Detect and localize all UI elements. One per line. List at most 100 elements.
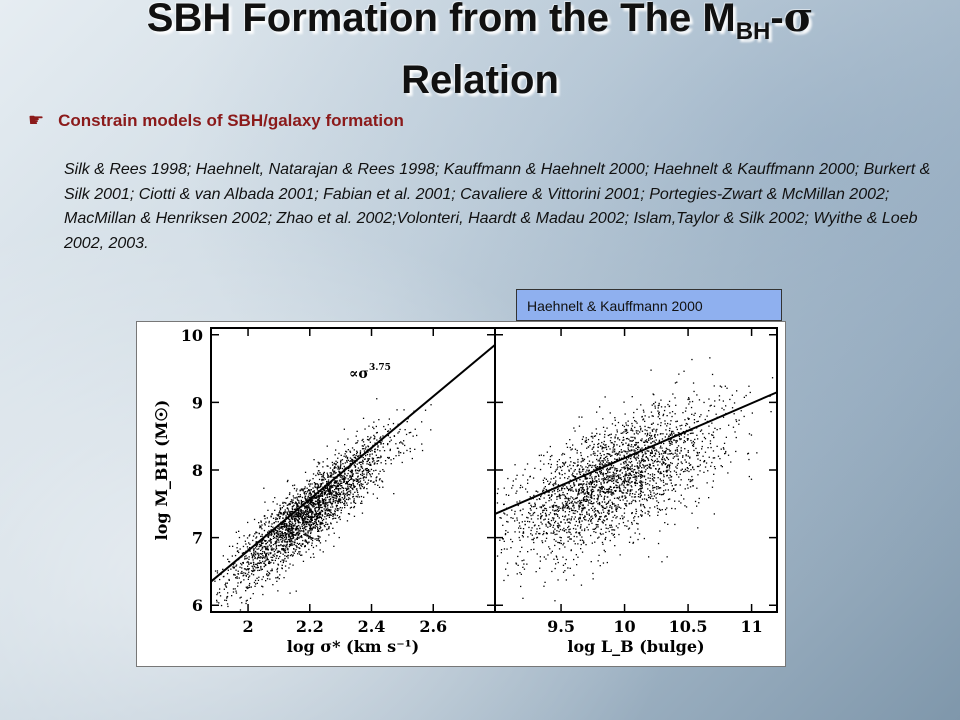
data-point (305, 505, 307, 507)
data-point (629, 536, 632, 538)
data-point (359, 468, 361, 471)
data-point (316, 495, 318, 497)
data-point (616, 431, 618, 433)
data-point (375, 432, 378, 434)
data-point (616, 458, 618, 460)
data-point (722, 447, 725, 449)
data-point (543, 504, 546, 506)
data-point (578, 508, 580, 510)
data-point (307, 513, 310, 515)
data-point (596, 524, 598, 526)
data-point (273, 537, 276, 539)
data-point (266, 574, 268, 576)
data-point (271, 513, 273, 516)
data-point (299, 494, 301, 496)
data-point (660, 424, 662, 427)
data-point (235, 590, 237, 592)
data-point (577, 494, 579, 496)
data-point (327, 493, 329, 495)
data-point (350, 492, 352, 494)
data-point (276, 569, 278, 571)
data-point (595, 485, 597, 487)
data-point (623, 468, 626, 470)
data-point (278, 513, 280, 515)
data-point (366, 469, 369, 472)
data-point (327, 513, 330, 515)
data-point (273, 533, 276, 536)
data-point (549, 481, 552, 483)
data-point (389, 428, 391, 430)
data-point (260, 544, 262, 547)
data-point (567, 465, 569, 468)
data-point (296, 531, 299, 534)
data-point (279, 574, 281, 576)
data-point (310, 556, 312, 559)
data-point (293, 497, 295, 499)
data-point (265, 540, 267, 542)
data-point (680, 447, 682, 449)
data-point (566, 507, 568, 509)
data-point (289, 543, 292, 545)
data-point (291, 534, 294, 536)
data-point (686, 438, 688, 440)
data-point (606, 561, 608, 564)
data-point (585, 500, 588, 502)
data-point (299, 542, 301, 545)
data-point (605, 515, 607, 517)
data-point (548, 522, 550, 525)
data-point (360, 473, 362, 476)
data-point (650, 435, 652, 437)
data-point (616, 468, 618, 470)
data-point (676, 464, 678, 466)
data-point (288, 525, 290, 527)
data-point (256, 565, 259, 567)
data-point (300, 515, 302, 517)
data-point (643, 441, 645, 443)
data-point (676, 428, 678, 431)
data-point (630, 470, 633, 472)
data-point (586, 487, 589, 489)
data-point (620, 477, 622, 479)
data-point (623, 467, 625, 469)
data-point (337, 485, 339, 487)
data-point (631, 512, 633, 514)
data-point (581, 487, 583, 489)
data-point (608, 491, 610, 493)
data-point (770, 411, 772, 413)
data-point (304, 493, 306, 495)
data-point (605, 464, 607, 466)
data-point (602, 533, 604, 535)
data-point (674, 490, 677, 492)
data-point (691, 400, 694, 403)
data-point (291, 521, 293, 523)
data-point (595, 480, 597, 482)
data-point (605, 507, 607, 509)
data-point (290, 533, 292, 535)
data-point (363, 448, 365, 450)
data-point (266, 558, 269, 560)
data-point (266, 541, 269, 543)
data-point (336, 504, 338, 507)
data-point (311, 498, 313, 501)
data-point (632, 439, 634, 442)
data-point (716, 445, 718, 447)
data-point (621, 451, 623, 453)
data-point (557, 510, 559, 512)
data-point (303, 505, 305, 507)
data-point (564, 472, 566, 475)
data-point (711, 422, 713, 424)
data-point (280, 560, 282, 563)
data-point (345, 482, 347, 485)
data-point (641, 498, 644, 500)
data-point (296, 507, 298, 509)
data-point (404, 444, 406, 447)
data-point (600, 495, 603, 497)
data-point (556, 514, 559, 516)
data-point (253, 551, 255, 553)
data-point (623, 463, 625, 465)
data-point (611, 520, 613, 522)
data-point (669, 423, 671, 425)
data-point (687, 487, 689, 489)
data-point (669, 471, 672, 473)
